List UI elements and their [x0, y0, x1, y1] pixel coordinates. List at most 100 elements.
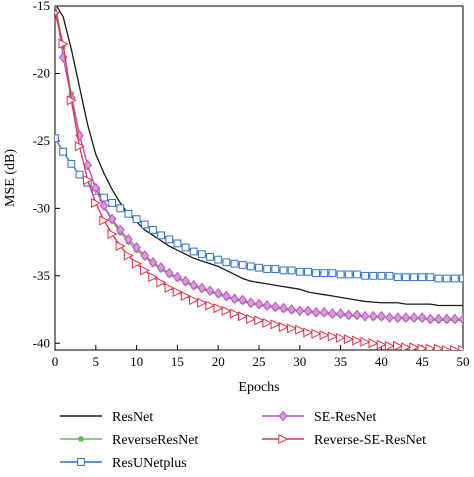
- data-point-resunetplus: [320, 269, 329, 278]
- x-tick-label: 20: [212, 354, 225, 369]
- data-point-resunetplus: [197, 250, 206, 259]
- series-resnet: [55, 6, 463, 307]
- data-point-reverse-se-resnet: [180, 291, 191, 302]
- data-point-se-resnet: [303, 305, 313, 317]
- data-point-reverse-se-resnet: [278, 322, 289, 333]
- data-point-se-resnet: [189, 279, 199, 291]
- data-point-se-resnet: [295, 305, 305, 317]
- data-point-resunetplus: [181, 243, 190, 252]
- data-point-reverse-se-resnet: [352, 335, 363, 346]
- data-point-resunetplus: [418, 273, 427, 282]
- data-point-se-resnet: [99, 200, 109, 212]
- data-point-resunetplus: [55, 134, 59, 143]
- data-point-reverse-se-resnet: [189, 295, 200, 306]
- data-point-resunetplus: [344, 270, 353, 279]
- data-point-resunetplus: [393, 273, 402, 282]
- data-point-reverse-se-resnet: [107, 228, 118, 239]
- data-point-resunetplus: [173, 239, 182, 248]
- data-point-resunetplus: [426, 273, 435, 282]
- data-point-reverse-se-resnet: [213, 303, 224, 314]
- legend-entry-resunetplus: ResUNetplus: [60, 456, 187, 471]
- data-point-reverse-se-resnet: [335, 332, 346, 343]
- data-point-se-resnet: [148, 256, 158, 268]
- data-point-resunetplus: [401, 273, 410, 282]
- data-point-reverse-se-resnet: [368, 338, 379, 349]
- data-point-resunetplus: [157, 231, 165, 240]
- data-point-reverse-se-resnet: [450, 344, 461, 350]
- data-point-reverse-se-resnet: [55, 10, 61, 16]
- data-point-se-resnet: [450, 313, 460, 325]
- data-point-resunetplus: [149, 226, 157, 234]
- data-point-reverse-se-resnet: [156, 277, 167, 288]
- data-point-se-resnet: [164, 267, 174, 279]
- y-axis-title: MSE (dB): [3, 149, 18, 207]
- data-point-se-resnet: [55, 6, 58, 9]
- data-point-resunetplus: [140, 220, 149, 229]
- data-point-reverse-se-resnet: [393, 340, 404, 350]
- y-axis: -15 -20 -25 -30 -35 -40: [33, 0, 60, 350]
- data-point-resunetplus: [222, 258, 231, 267]
- data-point-se-resnet: [262, 300, 272, 311]
- x-tick-label: 40: [375, 354, 388, 369]
- data-point-resunetplus: [206, 253, 214, 261]
- plot-frame: [54, 5, 464, 351]
- data-point-reverse-se-resnet: [148, 272, 159, 283]
- data-point-se-resnet: [368, 310, 378, 322]
- data-point-se-resnet: [230, 293, 239, 305]
- y-tick-label: -15: [33, 0, 50, 13]
- legend-marker-resunetplus: [77, 458, 85, 466]
- data-point-resunetplus: [353, 270, 361, 279]
- y-tick-label: -30: [33, 200, 50, 215]
- data-point-reverse-se-resnet: [205, 300, 216, 311]
- legend-marker-se-resnet: [278, 410, 288, 422]
- series-resunetplus: [55, 134, 463, 283]
- data-point-resunetplus: [287, 266, 296, 275]
- data-point-resunetplus: [189, 247, 198, 256]
- x-tick-label: 0: [52, 354, 59, 369]
- data-point-reverse-se-resnet: [66, 95, 77, 106]
- data-point-resunetplus: [450, 274, 459, 283]
- data-point-resunetplus: [165, 235, 174, 244]
- data-point-se-resnet: [417, 312, 427, 324]
- data-point-se-resnet: [409, 312, 419, 324]
- x-tick-label: 15: [171, 354, 184, 369]
- data-point-resunetplus: [459, 274, 463, 283]
- data-point-se-resnet: [140, 250, 150, 261]
- data-point-resunetplus: [442, 274, 451, 283]
- data-point-resunetplus: [336, 270, 345, 279]
- series-se-resnet: [55, 6, 463, 325]
- x-tick-label: 50: [457, 354, 470, 369]
- data-point-se-resnet: [107, 213, 117, 225]
- data-point-reverseresnet: [55, 6, 56, 7]
- y-tick-label: -35: [33, 268, 50, 283]
- x-tick-label: 30: [293, 354, 306, 369]
- data-point-resunetplus: [377, 271, 386, 280]
- data-point-reverse-se-resnet: [303, 327, 314, 338]
- data-point-reverse-se-resnet: [295, 324, 306, 335]
- data-point-se-resnet: [442, 313, 452, 325]
- data-point-reverse-se-resnet: [115, 241, 126, 252]
- data-point-reverse-se-resnet: [262, 318, 273, 329]
- data-point-resunetplus: [279, 266, 288, 275]
- data-point-se-resnet: [58, 51, 68, 63]
- legend-label-reverse-se-resnet: Reverse-SE-ResNet: [314, 433, 426, 448]
- data-point-reverse-se-resnet: [246, 313, 257, 324]
- data-point-se-resnet: [385, 312, 394, 324]
- data-point-resunetplus: [410, 273, 418, 282]
- data-point-resunetplus: [271, 265, 280, 273]
- data-point-reverse-se-resnet: [311, 328, 322, 339]
- data-point-se-resnet: [270, 301, 280, 313]
- data-point-resunetplus: [361, 271, 369, 280]
- data-point-reverse-se-resnet: [376, 339, 387, 350]
- x-tick-label: 45: [416, 354, 429, 369]
- data-point-resunetplus: [108, 199, 117, 207]
- x-tick-label: 35: [334, 354, 347, 369]
- data-point-resunetplus: [304, 267, 312, 276]
- data-point-resunetplus: [255, 263, 263, 272]
- data-point-resunetplus: [124, 209, 133, 218]
- data-point-se-resnet: [344, 309, 354, 321]
- data-point-se-resnet: [181, 275, 190, 287]
- data-point-reverse-se-resnet: [229, 308, 240, 319]
- data-point-resunetplus: [230, 259, 239, 268]
